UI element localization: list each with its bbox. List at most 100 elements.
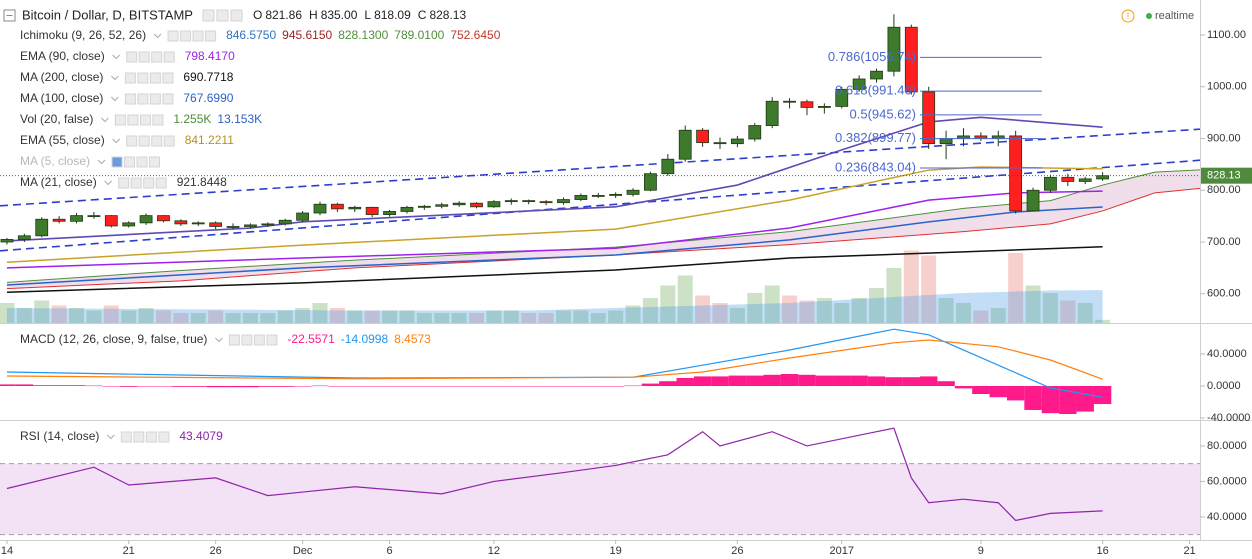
histogram-bar bbox=[363, 386, 381, 387]
study-caret bbox=[101, 117, 109, 123]
study-button[interactable] bbox=[152, 114, 164, 126]
indicator-line bbox=[6, 328, 1103, 398]
ohlc-value: 821.86 bbox=[265, 8, 302, 22]
histogram-bar bbox=[276, 386, 294, 387]
study-button[interactable] bbox=[167, 30, 179, 42]
histogram-bar bbox=[919, 376, 938, 386]
study-button[interactable] bbox=[162, 93, 174, 105]
histogram-bar bbox=[902, 377, 921, 386]
study-button[interactable] bbox=[163, 51, 175, 63]
candle-body bbox=[504, 200, 518, 203]
volume-bar bbox=[834, 303, 850, 323]
histogram-bar bbox=[1076, 386, 1094, 412]
candle-body bbox=[1061, 176, 1075, 182]
candle-body bbox=[1009, 135, 1023, 212]
header-button[interactable] bbox=[202, 9, 215, 22]
study-caret bbox=[104, 180, 113, 186]
x-tick-label: 26 bbox=[731, 545, 743, 557]
candle-body bbox=[522, 200, 536, 203]
header-button[interactable] bbox=[216, 9, 229, 22]
y-tick-label: 1000.00 bbox=[1207, 81, 1247, 93]
macd-pane bbox=[0, 328, 1112, 414]
x-tick-label: Dec bbox=[293, 545, 313, 557]
study-button[interactable] bbox=[151, 51, 163, 63]
study-button[interactable] bbox=[151, 135, 163, 147]
study-button[interactable] bbox=[266, 334, 278, 346]
study-button[interactable] bbox=[126, 51, 138, 63]
y-tick-label: 60.0000 bbox=[1207, 475, 1247, 487]
ohlc-key: H bbox=[309, 8, 318, 22]
study-button[interactable] bbox=[158, 431, 170, 443]
volume-bar bbox=[138, 308, 154, 323]
study-button[interactable] bbox=[205, 30, 217, 42]
header-button[interactable] bbox=[230, 9, 243, 22]
histogram-bar bbox=[833, 375, 851, 386]
candle-body bbox=[17, 235, 31, 240]
ohlc-key: L bbox=[364, 8, 371, 22]
study-name: EMA (55, close) bbox=[20, 133, 105, 147]
study-button[interactable] bbox=[163, 135, 175, 147]
volume-bar bbox=[295, 308, 311, 323]
study-button[interactable] bbox=[126, 135, 138, 147]
study-button[interactable] bbox=[228, 334, 240, 346]
fib-label: 0.382(899.77) bbox=[835, 130, 916, 145]
study-button[interactable] bbox=[192, 30, 204, 42]
study-button[interactable] bbox=[138, 51, 150, 63]
warning-icon[interactable] bbox=[1121, 9, 1135, 23]
study-button[interactable] bbox=[137, 93, 149, 105]
candle-body bbox=[748, 125, 762, 140]
volume-bar bbox=[816, 298, 832, 323]
study-reading: 8.4573 bbox=[394, 332, 431, 346]
study-button[interactable] bbox=[120, 431, 132, 443]
study-button[interactable] bbox=[124, 156, 136, 168]
study-button[interactable] bbox=[138, 135, 150, 147]
histogram-bar bbox=[154, 386, 173, 387]
cloud-fill bbox=[6, 169, 1200, 289]
study-reading: 13.153K bbox=[217, 112, 262, 126]
study-button[interactable] bbox=[114, 114, 126, 126]
study-button[interactable] bbox=[133, 431, 145, 443]
study-button[interactable] bbox=[124, 72, 136, 84]
histogram-bar bbox=[433, 386, 451, 387]
warning-mark: ! bbox=[1127, 11, 1130, 21]
study-button[interactable] bbox=[162, 72, 174, 84]
volume-bar bbox=[555, 310, 571, 323]
volume-bar bbox=[208, 310, 224, 323]
volume-bar bbox=[660, 285, 676, 323]
study-button[interactable] bbox=[111, 156, 123, 168]
study-button[interactable] bbox=[145, 431, 157, 443]
study-button[interactable] bbox=[155, 177, 167, 189]
study-button[interactable] bbox=[130, 177, 142, 189]
histogram-bar bbox=[711, 376, 729, 386]
study-button[interactable] bbox=[124, 93, 136, 105]
volume-bar bbox=[608, 310, 624, 323]
study-button[interactable] bbox=[253, 334, 265, 346]
histogram-bar bbox=[676, 378, 694, 386]
study-button[interactable] bbox=[143, 177, 155, 189]
volume-bar bbox=[16, 308, 32, 323]
study-button[interactable] bbox=[149, 72, 161, 84]
volume-bar bbox=[451, 313, 467, 323]
study-button[interactable] bbox=[137, 72, 149, 84]
histogram-bar bbox=[502, 386, 521, 387]
study-button[interactable] bbox=[241, 334, 253, 346]
candle-body bbox=[435, 204, 449, 207]
study-button[interactable] bbox=[149, 93, 161, 105]
study-button[interactable] bbox=[180, 30, 192, 42]
study-button[interactable] bbox=[127, 114, 139, 126]
volume-bar bbox=[747, 293, 763, 323]
histogram-bar bbox=[1059, 386, 1077, 414]
study-button[interactable] bbox=[139, 114, 151, 126]
volume-bar bbox=[242, 313, 258, 323]
ohlc-value: 828.13 bbox=[429, 8, 466, 22]
study-button[interactable] bbox=[118, 177, 130, 189]
histogram-bar bbox=[328, 386, 347, 387]
study-reading: 945.6150 bbox=[282, 28, 332, 42]
study-button[interactable] bbox=[149, 156, 161, 168]
last-price-label: 828.13 bbox=[1207, 170, 1241, 182]
study-button[interactable] bbox=[136, 156, 148, 168]
